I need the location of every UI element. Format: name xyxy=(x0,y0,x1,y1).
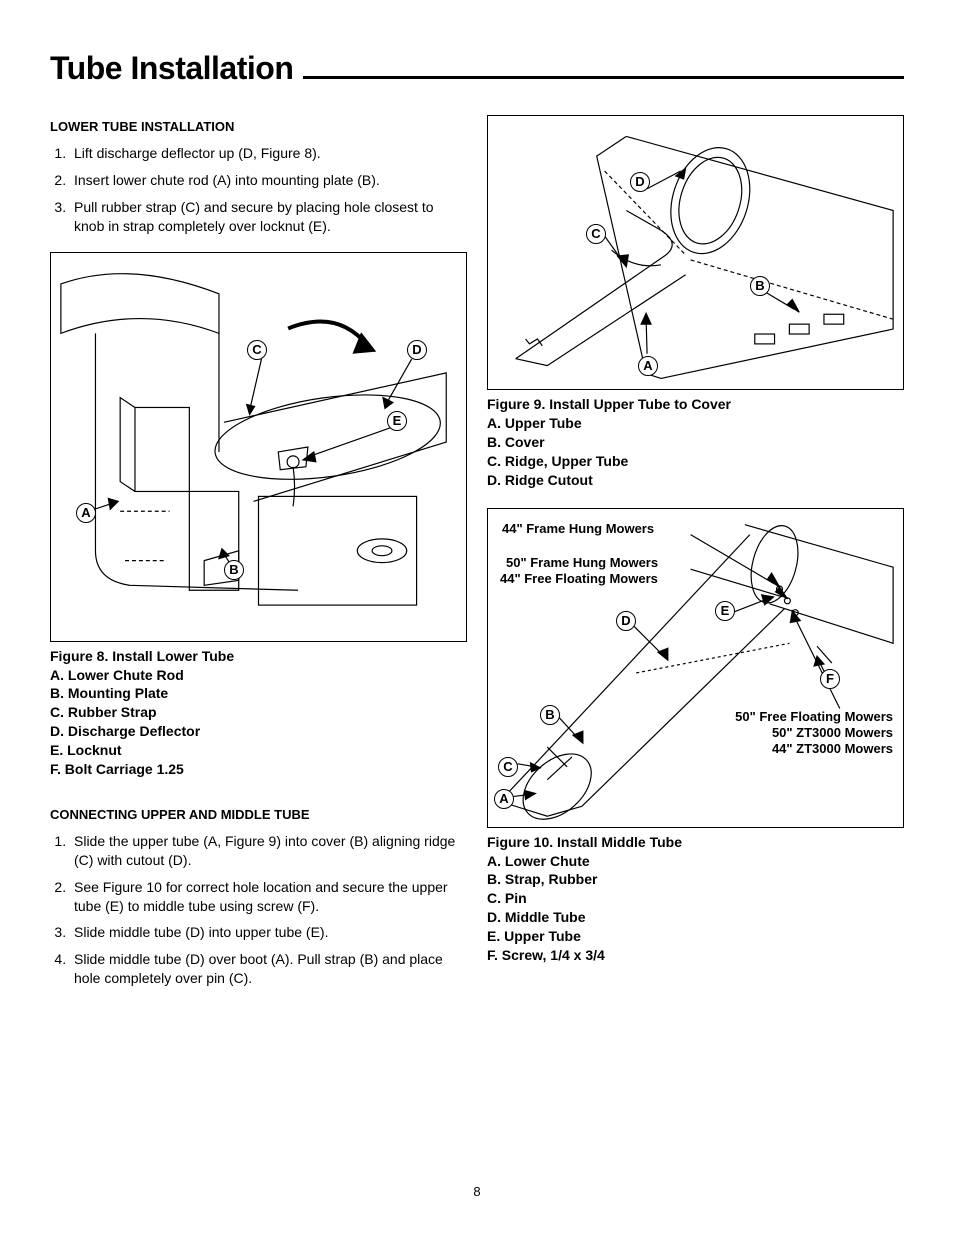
right-column: D C B A Figure 9. Install Upper Tube to … xyxy=(487,115,904,1004)
figure10-legend: A. Lower Chute B. Strap, Rubber C. Pin D… xyxy=(487,852,904,965)
step: Pull rubber strap (C) and secure by plac… xyxy=(70,198,467,236)
step: See Figure 10 for correct hole location … xyxy=(70,878,467,916)
step: Slide middle tube (D) into upper tube (E… xyxy=(70,923,467,942)
figure9-legend: A. Upper Tube B. Cover C. Ridge, Upper T… xyxy=(487,414,904,490)
figure10-caption: Figure 10. Install Middle Tube xyxy=(487,834,904,850)
section1-steps: Lift discharge deflector up (D, Figure 8… xyxy=(50,144,467,236)
callout-c: C xyxy=(498,757,518,777)
figure9-box: D C B A xyxy=(487,115,904,390)
legend-item: C. Pin xyxy=(487,889,904,908)
callout-e: E xyxy=(715,601,735,621)
figure8-caption: Figure 8. Install Lower Tube xyxy=(50,648,467,664)
legend-item: C. Rubber Strap xyxy=(50,703,467,722)
legend-item: D. Discharge Deflector xyxy=(50,722,467,741)
legend-item: E. Upper Tube xyxy=(487,927,904,946)
page-number: 8 xyxy=(50,1184,904,1199)
note-right1: 50" Free Floating Mowers xyxy=(735,709,893,725)
note-top2a: 50" Frame Hung Mowers xyxy=(506,555,658,571)
legend-item: F. Bolt Carriage 1.25 xyxy=(50,760,467,779)
legend-item: A. Lower Chute Rod xyxy=(50,666,467,685)
callout-c: C xyxy=(247,340,267,360)
callout-c: C xyxy=(586,224,606,244)
section2-steps: Slide the upper tube (A, Figure 9) into … xyxy=(50,832,467,988)
callout-a: A xyxy=(638,356,658,376)
callout-b: B xyxy=(224,560,244,580)
step: Lift discharge deflector up (D, Figure 8… xyxy=(70,144,467,163)
note-right3: 44" ZT3000 Mowers xyxy=(772,741,893,757)
step: Slide middle tube (D) over boot (A). Pul… xyxy=(70,950,467,988)
legend-item: D. Middle Tube xyxy=(487,908,904,927)
note-right2: 50" ZT3000 Mowers xyxy=(772,725,893,741)
callout-b: B xyxy=(750,276,770,296)
legend-item: C. Ridge, Upper Tube xyxy=(487,452,904,471)
callout-a: A xyxy=(494,789,514,809)
legend-item: B. Cover xyxy=(487,433,904,452)
callout-f: F xyxy=(820,669,840,689)
left-column: LOWER TUBE INSTALLATION Lift discharge d… xyxy=(50,115,467,1004)
callout-b: B xyxy=(540,705,560,725)
section1-heading: LOWER TUBE INSTALLATION xyxy=(50,119,467,134)
callout-d: D xyxy=(407,340,427,360)
section2-heading: CONNECTING UPPER AND MIDDLE TUBE xyxy=(50,807,467,822)
note-top2b: 44" Free Floating Mowers xyxy=(500,571,658,587)
legend-item: E. Locknut xyxy=(50,741,467,760)
step: Insert lower chute rod (A) into mounting… xyxy=(70,171,467,190)
page-title: Tube Installation xyxy=(50,50,293,87)
figure8-legend: A. Lower Chute Rod B. Mounting Plate C. … xyxy=(50,666,467,779)
title-rule xyxy=(303,76,904,79)
callout-a: A xyxy=(76,503,96,523)
legend-item: A. Upper Tube xyxy=(487,414,904,433)
figure8-diagram xyxy=(51,253,466,641)
step: Slide the upper tube (A, Figure 9) into … xyxy=(70,832,467,870)
legend-item: B. Mounting Plate xyxy=(50,684,467,703)
figure9-caption: Figure 9. Install Upper Tube to Cover xyxy=(487,396,904,412)
legend-item: A. Lower Chute xyxy=(487,852,904,871)
callout-d: D xyxy=(630,172,650,192)
legend-item: B. Strap, Rubber xyxy=(487,870,904,889)
callout-d: D xyxy=(616,611,636,631)
callout-e: E xyxy=(387,411,407,431)
note-top1: 44" Frame Hung Mowers xyxy=(502,521,654,537)
legend-item: F. Screw, 1/4 x 3/4 xyxy=(487,946,904,965)
legend-item: D. Ridge Cutout xyxy=(487,471,904,490)
figure9-diagram xyxy=(488,116,903,389)
figure10-box: 44" Frame Hung Mowers 50" Frame Hung Mow… xyxy=(487,508,904,828)
figure8-box: C D E A B xyxy=(50,252,467,642)
